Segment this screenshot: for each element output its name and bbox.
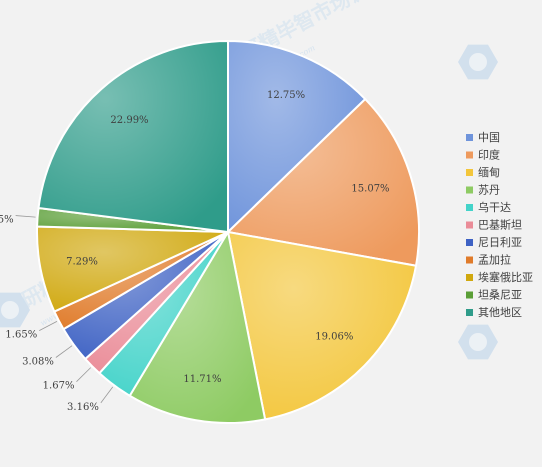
- slice-5-leader-line: [100, 386, 114, 404]
- legend-label-9: 埃塞俄比亚: [478, 270, 533, 284]
- legend-swatch-7: [466, 239, 473, 246]
- slice-1-data-label: 12.75%: [267, 90, 305, 101]
- slice-6-data-label: 1.67%: [43, 381, 75, 392]
- legend-swatch-5: [466, 204, 473, 211]
- legend-label-4: 苏丹: [478, 184, 500, 197]
- legend-swatch-9: [466, 274, 473, 281]
- slice-11-sheen: [38, 41, 229, 232]
- legend-swatch-1: [466, 134, 473, 141]
- slice-11-data-label: 22.99%: [110, 115, 148, 126]
- slice-6-leader-line: [76, 367, 91, 382]
- slice-4-sheen: [129, 232, 266, 424]
- legend-label-5: 乌干达: [478, 200, 511, 214]
- slice-2-sheen: [228, 99, 419, 266]
- slice-7-leader-line: [55, 345, 73, 358]
- slice-3-sheen: [228, 232, 416, 420]
- legend-swatch-2: [466, 151, 473, 159]
- watermark-logo-icon: [0, 292, 30, 328]
- legend-swatch-4: [466, 186, 473, 194]
- slice-10-data-label: 1.55%: [0, 215, 14, 226]
- watermark-logo-icon: [458, 324, 498, 360]
- slice-9-data-label: 7.29%: [66, 257, 98, 268]
- slice-3-data-label: 19.06%: [315, 331, 353, 342]
- slice-7-data-label: 3.08%: [22, 356, 54, 367]
- slice-7-sheen: [63, 232, 229, 359]
- slice-9-sheen: [37, 226, 228, 312]
- legend-label-7: 尼日利亚: [478, 236, 522, 249]
- slice-2-data-label: 15.07%: [351, 184, 389, 195]
- slice-8-data-label: 1.65%: [5, 330, 37, 341]
- legend-swatch-8: [466, 256, 473, 264]
- legend-swatch-6: [466, 221, 473, 229]
- legend-swatch-3: [466, 169, 473, 176]
- slice-8-sheen: [54, 232, 229, 330]
- slice-5-sheen: [99, 232, 229, 396]
- legend-swatch-11: [466, 309, 473, 316]
- legend-label-1: 中国: [478, 131, 500, 144]
- data-labels: 12.75% 15.07% 19.06% 11.71% 3.16% 1.67% 3.08% 1…: [0, 90, 390, 413]
- leader-lines: [15, 215, 114, 404]
- legend-label-10: 坦桑尼亚: [478, 288, 522, 302]
- watermark-logo-icon: [458, 44, 498, 80]
- slice-5-data-label: 3.16%: [67, 402, 99, 413]
- slice-10-leader-line: [15, 215, 36, 218]
- legend-swatch-10: [466, 291, 473, 299]
- slice-4-data-label: 11.71%: [183, 374, 221, 385]
- legend-label-11: 其他地区: [478, 306, 522, 319]
- slice-1-sheen: [228, 41, 366, 232]
- legend-label-6: 巴基斯坦: [478, 218, 522, 232]
- slice-6-sheen: [85, 232, 229, 374]
- legend-label-3: 缅甸: [478, 165, 500, 179]
- legend-label-2: 印度: [478, 148, 500, 162]
- legend-label-8: 孟加拉: [478, 253, 511, 267]
- slice-8-leader-line: [39, 321, 58, 331]
- pie-slices: [36, 39, 420, 424]
